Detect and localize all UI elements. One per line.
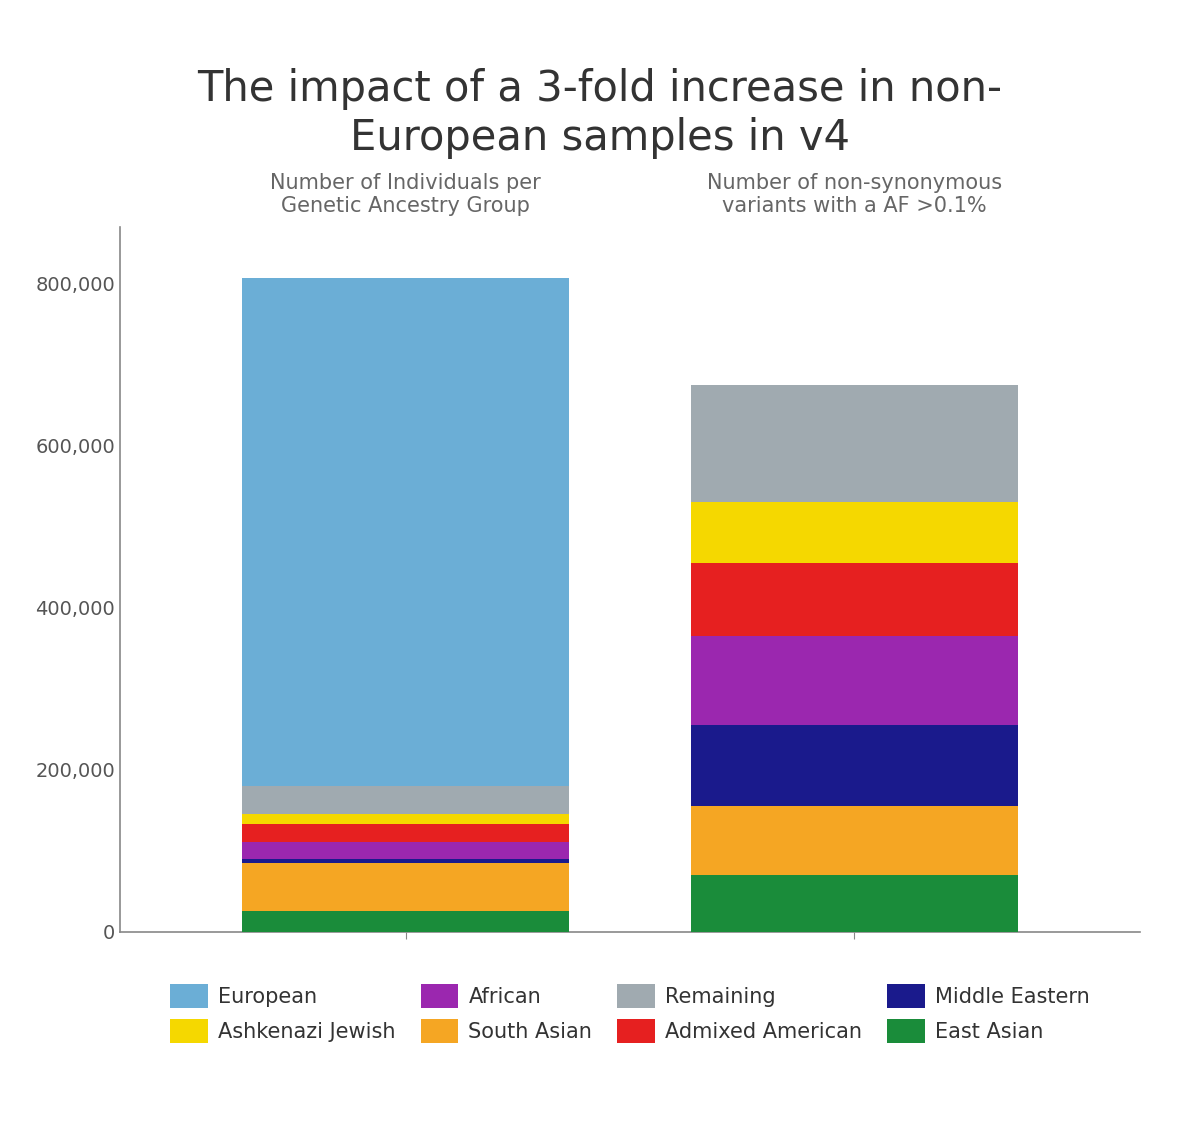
Bar — [242, 824, 569, 842]
Bar — [242, 815, 569, 824]
Bar — [691, 807, 1018, 875]
Bar — [691, 636, 1018, 725]
Bar — [242, 862, 569, 911]
Bar — [242, 860, 569, 862]
Text: Number of non-synonymous
variants with a AF >0.1%: Number of non-synonymous variants with a… — [707, 173, 1002, 216]
Text: The impact of a 3-fold increase in non-
European samples in v4: The impact of a 3-fold increase in non- … — [198, 68, 1002, 159]
Bar — [242, 911, 569, 932]
Bar — [242, 278, 569, 786]
Text: Number of Individuals per
Genetic Ancestry Group: Number of Individuals per Genetic Ancest… — [270, 173, 541, 216]
Bar — [691, 875, 1018, 932]
Legend: European, Ashkenazi Jewish, African, South Asian, Remaining, Admixed American, M: European, Ashkenazi Jewish, African, Sou… — [170, 984, 1090, 1043]
Bar — [691, 725, 1018, 807]
Bar — [691, 502, 1018, 563]
Bar — [242, 786, 569, 815]
Bar — [242, 842, 569, 860]
Bar — [691, 385, 1018, 502]
Bar — [691, 563, 1018, 636]
